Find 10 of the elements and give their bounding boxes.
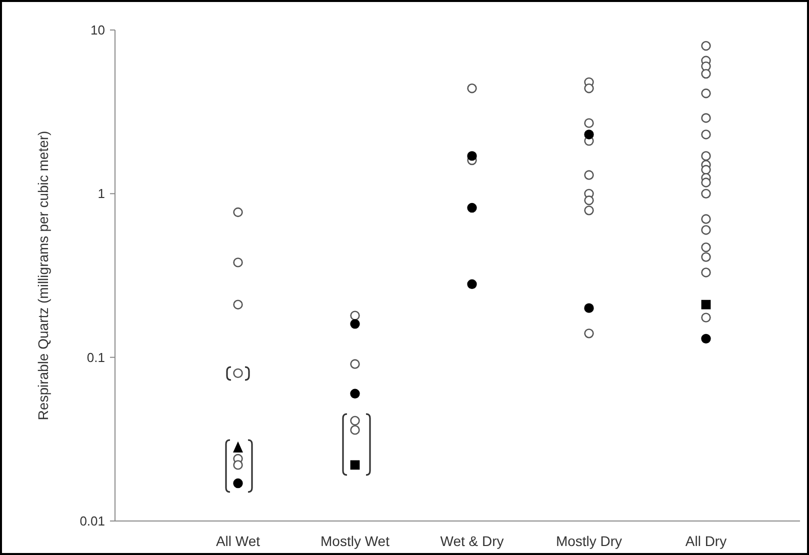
y-tick-label: 0.1: [86, 350, 105, 365]
x-tick-label: Mostly Dry: [556, 533, 622, 549]
y-tick-label: 10: [90, 22, 105, 38]
x-tick-label: Mostly Wet: [320, 533, 390, 549]
x-tick-label: All Wet: [216, 533, 260, 549]
x-tick-label: All Dry: [685, 533, 727, 549]
y-tick-label: 0.01: [80, 514, 105, 529]
x-tick-label: Wet & Dry: [440, 533, 504, 549]
y-tick-label: 1: [98, 186, 105, 202]
y-axis-title: Respirable Quartz (milligrams per cubic meter): [35, 130, 51, 420]
